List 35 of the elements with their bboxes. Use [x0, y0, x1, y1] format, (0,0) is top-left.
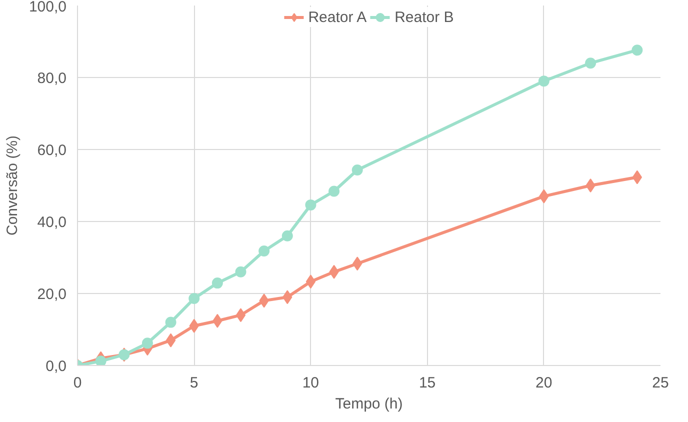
- point: [305, 199, 316, 210]
- point: [328, 186, 340, 197]
- y-tick-label: 80,0: [37, 70, 67, 87]
- point: [236, 308, 246, 322]
- point: [188, 293, 200, 304]
- point: [235, 266, 246, 278]
- point: [306, 274, 316, 289]
- x-tick-label: 10: [302, 374, 320, 392]
- x-tick-label: 15: [418, 374, 436, 392]
- point: [632, 44, 643, 56]
- point: [142, 338, 153, 349]
- y-tick-label: 100,0: [28, 0, 67, 16]
- y-axis-title: Conversão (%): [4, 135, 21, 236]
- point: [95, 356, 106, 366]
- y-tick-label: 0,0: [46, 358, 67, 375]
- point: [585, 58, 596, 69]
- point: [258, 246, 270, 257]
- legend-label: Reator A: [308, 8, 367, 26]
- y-tick-label: 60,0: [37, 142, 67, 159]
- point: [632, 170, 642, 184]
- point: [538, 76, 550, 87]
- x-axis-title: Tempo (h): [335, 396, 403, 412]
- point: [165, 316, 176, 328]
- point: [352, 164, 363, 176]
- legend-label: Reator B: [394, 8, 454, 26]
- y-tick-label: 40,0: [37, 214, 67, 231]
- point: [586, 178, 596, 192]
- x-tick-label: 25: [652, 374, 669, 392]
- x-tick-label: 5: [190, 374, 198, 392]
- x-tick-label: 20: [536, 374, 552, 392]
- point: [166, 333, 176, 348]
- point: [282, 230, 293, 242]
- x-tick-label: 0: [73, 374, 82, 392]
- point: [212, 278, 223, 289]
- y-tick-label: 20,0: [37, 286, 67, 303]
